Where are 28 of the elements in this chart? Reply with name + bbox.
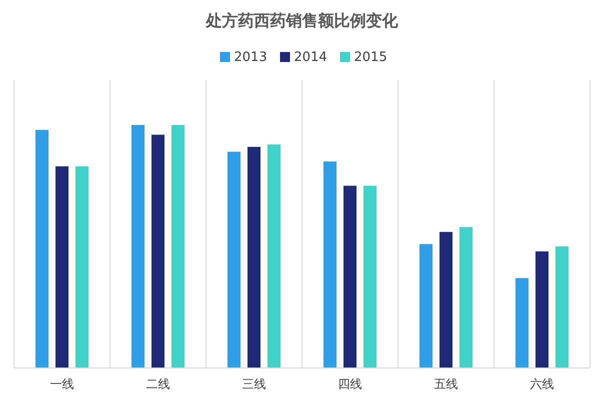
legend-label: 2013 [234,50,268,65]
bar [172,125,184,368]
bar [248,146,260,368]
x-tick-label: 一线 [50,376,74,391]
x-tick-label: 四线 [338,376,362,391]
bar [516,278,528,368]
bar [536,251,548,368]
bar [344,186,356,368]
bar [440,232,452,368]
chart-title: 处方药西药销售额比例变化 [205,11,399,30]
bar [76,166,88,368]
bar [228,152,240,368]
x-tick-label: 五线 [434,376,458,391]
bar [460,227,472,368]
bar [56,166,68,368]
bar [364,186,376,368]
bar [152,134,164,368]
legend-label: 2015 [354,50,388,65]
x-tick-label: 三线 [242,376,266,391]
bar [132,125,144,368]
bar [420,244,432,368]
bar [556,246,568,368]
x-tick-label: 六线 [530,376,554,391]
bar [268,144,280,368]
x-tick-label: 二线 [146,376,170,391]
bar [324,161,336,368]
legend-label: 2014 [294,50,328,65]
bar [36,130,48,368]
